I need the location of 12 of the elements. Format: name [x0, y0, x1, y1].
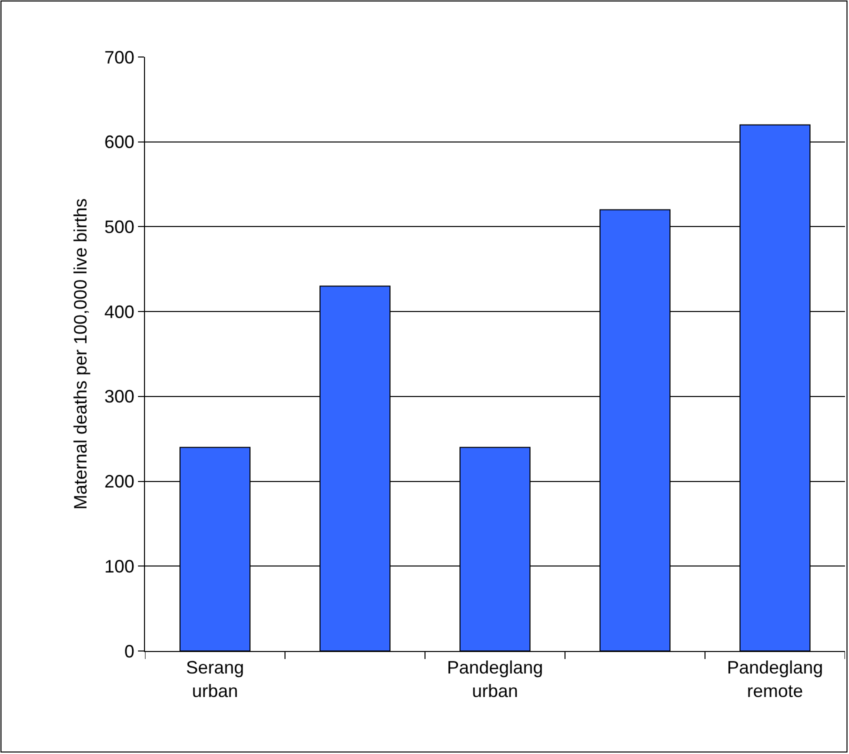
- x-tick-label: Pandeglang remote: [726, 658, 824, 701]
- y-tick-label: 300: [104, 386, 134, 407]
- y-tick-label: 200: [104, 472, 134, 492]
- y-tick-label: 700: [104, 47, 134, 68]
- y-tick-label: 500: [104, 217, 134, 238]
- x-tick-label: Serang urban: [186, 658, 244, 701]
- y-tick-label: 600: [104, 132, 134, 152]
- y-tick-label: 100: [104, 556, 134, 576]
- x-tick-label: Pandeglang urban: [446, 658, 544, 701]
- y-axis-title: Maternal deaths per 100,000 live births: [70, 198, 91, 510]
- y-tick-label: 400: [104, 302, 134, 322]
- y-tick-label: 0: [124, 641, 134, 662]
